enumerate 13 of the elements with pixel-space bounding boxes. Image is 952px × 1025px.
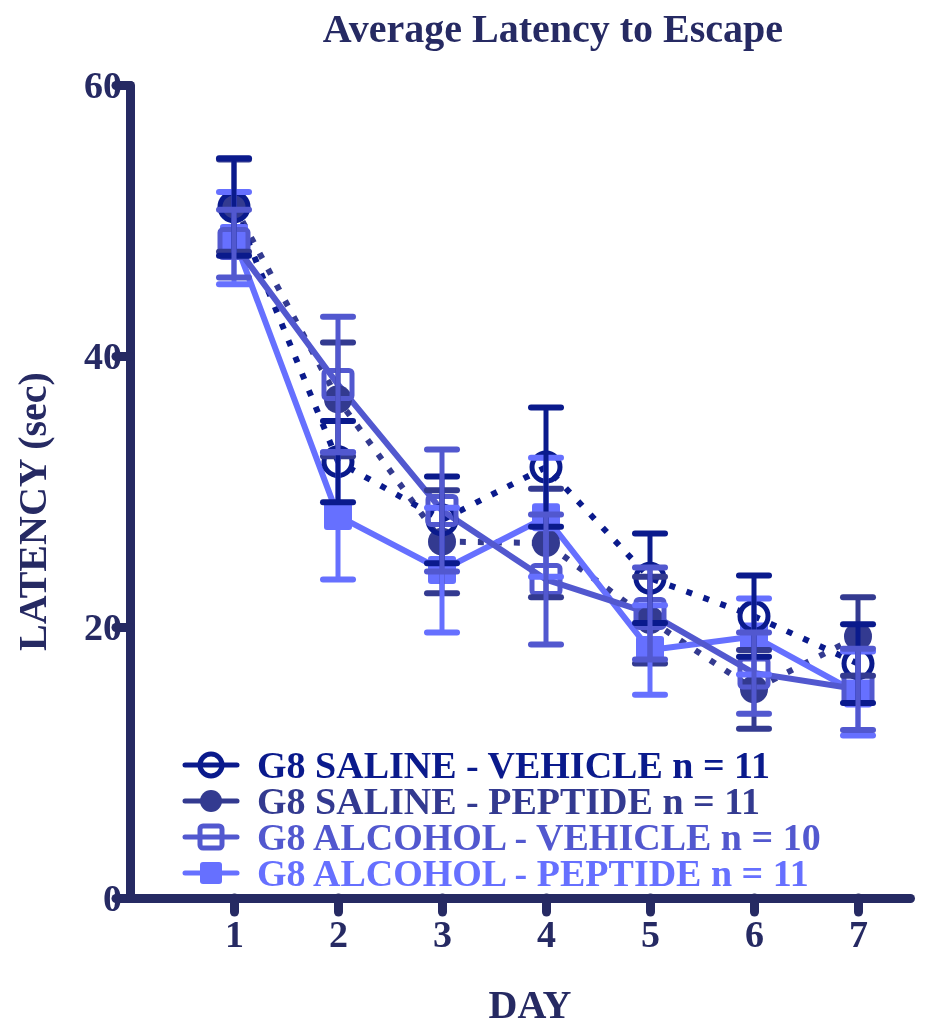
- x-tick-label: 6: [745, 912, 764, 955]
- point: [321, 367, 355, 401]
- x-tick-label: 1: [225, 912, 244, 955]
- chart-title: Average Latency to Escape: [322, 6, 784, 51]
- point: [425, 493, 459, 527]
- x-tick-label: 3: [433, 912, 452, 955]
- x-tick-label: 4: [537, 912, 556, 955]
- y-axis-title: LATENCY (sec): [10, 372, 55, 651]
- point: [529, 563, 563, 597]
- x-axis-title: DAY: [488, 982, 572, 1025]
- x-tick-label: 7: [849, 912, 868, 955]
- x-tick-label: 2: [329, 912, 348, 955]
- x-tick-label: 5: [641, 912, 660, 955]
